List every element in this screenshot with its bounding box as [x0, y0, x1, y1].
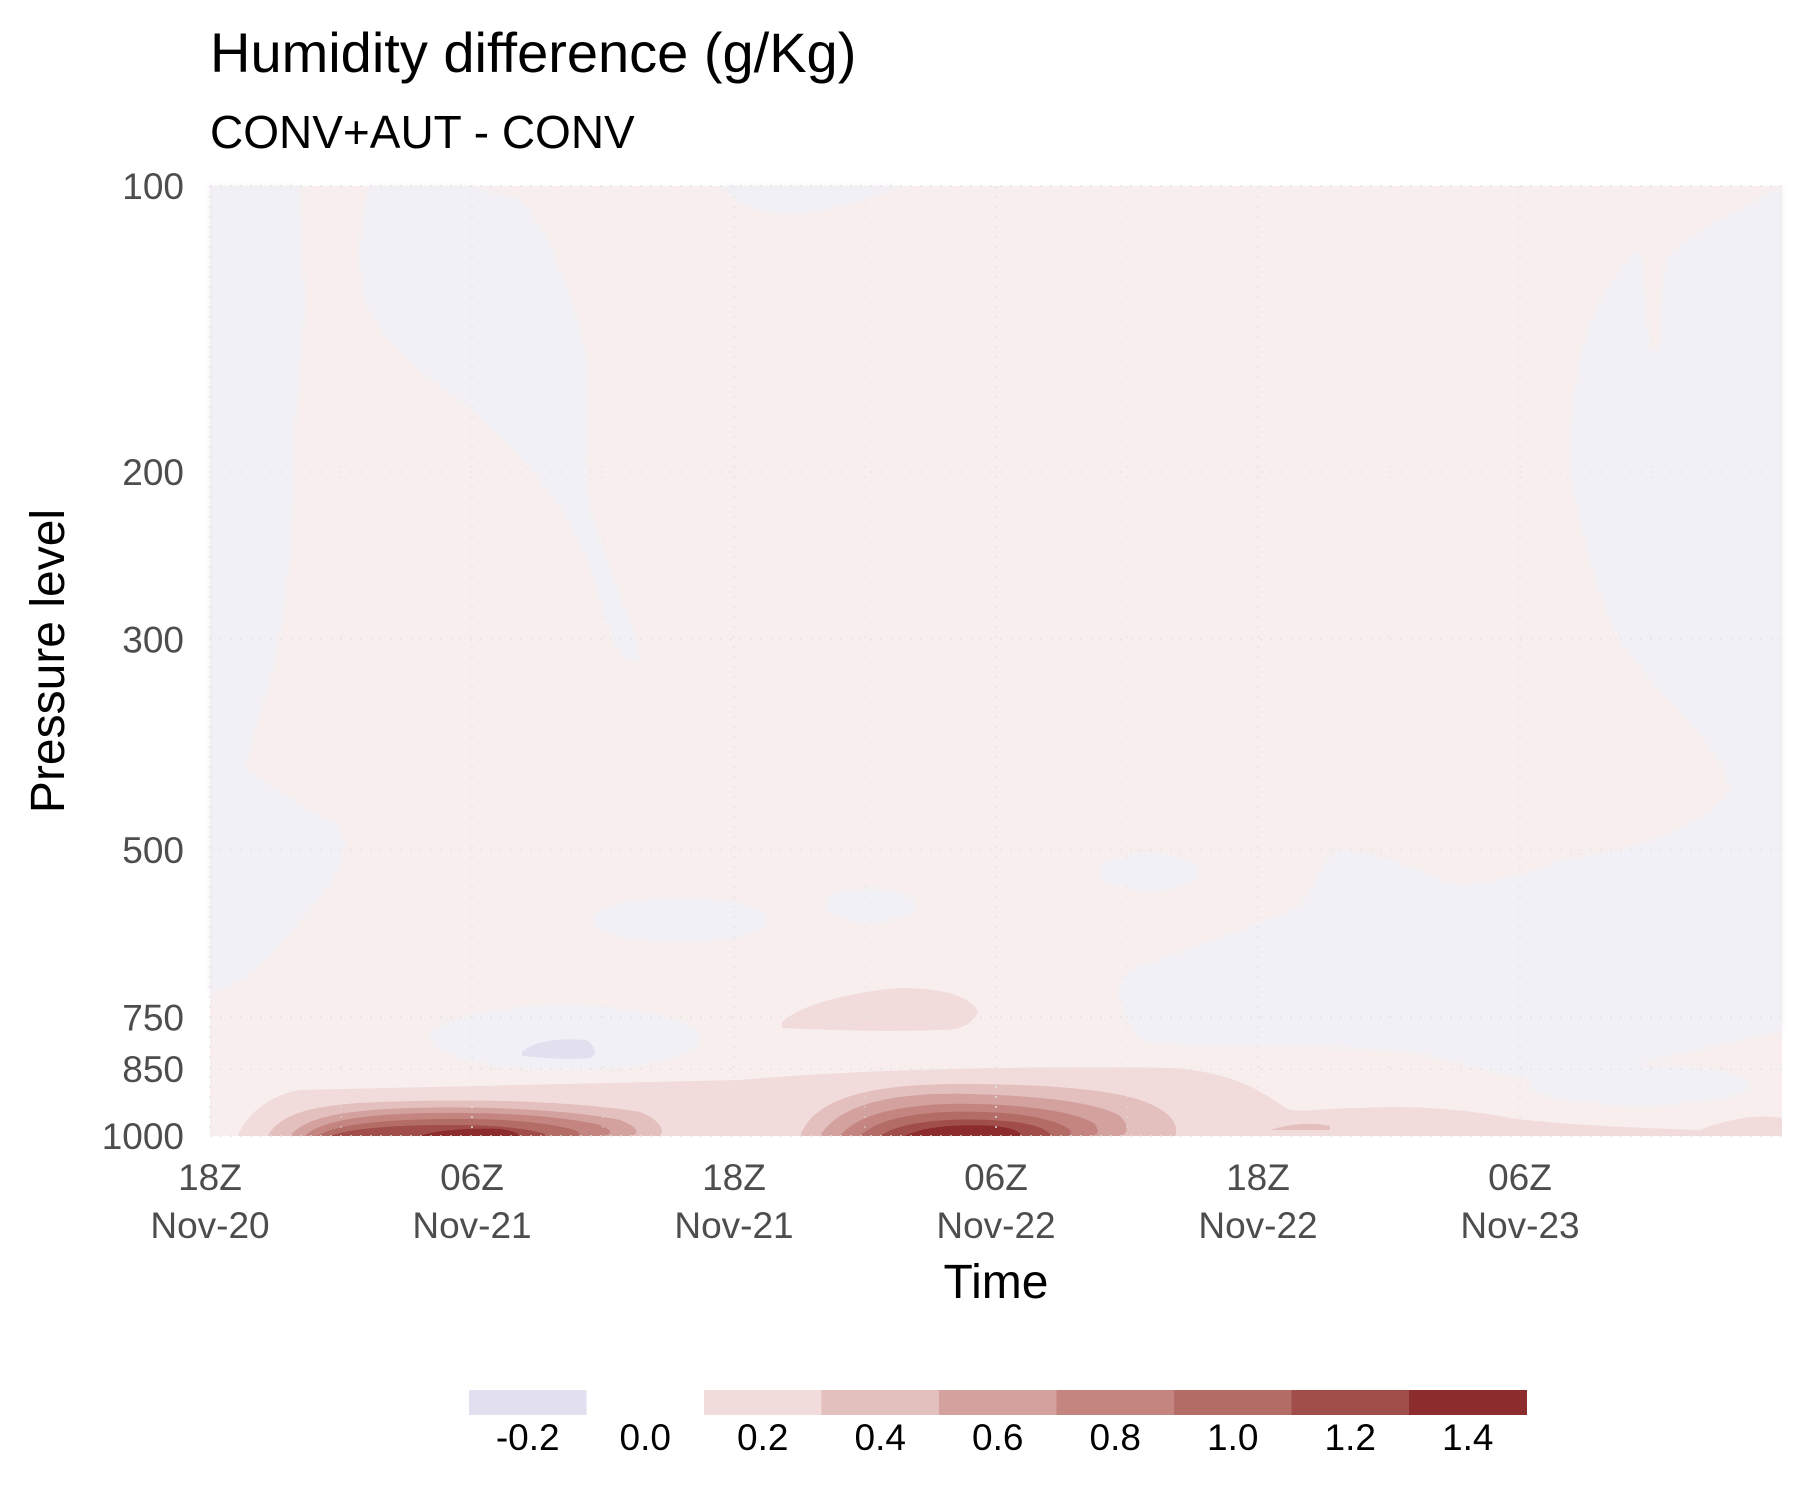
y-axis-label: Pressure level: [22, 509, 75, 813]
dry-region-low-level: [430, 1006, 700, 1070]
x-tick-label-date-0: Nov-20: [150, 1205, 269, 1246]
x-tick-label-time-0: 18Z: [178, 1157, 242, 1198]
negative-regions: [210, 186, 1782, 1105]
y-tick-label-3: 500: [122, 830, 184, 871]
dry-patch-0.2: [522, 1039, 595, 1059]
dry-region-top-center: [720, 186, 900, 214]
legend-swatch-5: [1056, 1390, 1175, 1415]
dry-region-near-500-b: [825, 888, 915, 922]
x-tick-label-date-1: Nov-21: [412, 1205, 531, 1246]
x-tick-label-time-2: 18Z: [702, 1157, 766, 1198]
dry-region-right: [1119, 186, 1782, 1080]
x-tick-label-time-4: 18Z: [1226, 1157, 1290, 1198]
legend-swatch-7: [1291, 1390, 1410, 1415]
dry-region-near-500-c: [1100, 854, 1200, 890]
legend-label-2: 0.2: [737, 1417, 788, 1458]
gridlines: [209, 185, 1782, 1137]
dry-region-upper-column: [359, 186, 640, 662]
x-tick-label-date-5: Nov-23: [1460, 1205, 1579, 1246]
x-tick-label-date-3: Nov-22: [936, 1205, 1055, 1246]
x-tick-label-date-4: Nov-22: [1198, 1205, 1317, 1246]
y-tick-label-5: 850: [122, 1049, 184, 1090]
dry-region-lower-right: [1530, 1065, 1750, 1105]
chart-title: Humidity difference (g/Kg): [210, 21, 856, 84]
legend-label-6: 1.0: [1207, 1417, 1258, 1458]
y-tick-label-1: 200: [122, 452, 184, 493]
moist-patch-mid-level: [782, 988, 978, 1031]
legend-swatch-3: [821, 1390, 940, 1415]
legend-swatch-6: [1174, 1390, 1292, 1415]
x-tick-label-time-1: 06Z: [440, 1157, 504, 1198]
legend-label-8: 1.4: [1442, 1417, 1493, 1458]
x-tick-label-date-2: Nov-21: [674, 1205, 793, 1246]
legend-label-7: 1.2: [1325, 1417, 1376, 1458]
legend-label-1: 0.0: [620, 1417, 671, 1458]
x-tick-label-time-3: 06Z: [964, 1157, 1028, 1198]
y-tick-label-6: 1000: [102, 1116, 184, 1157]
legend-label-3: 0.4: [855, 1417, 906, 1458]
chart-subtitle: CONV+AUT - CONV: [210, 106, 635, 158]
legend-label-0: -0.2: [496, 1417, 560, 1458]
y-axis-ticks: 100 200 300 500 750 850 1000: [102, 166, 184, 1157]
y-tick-label-2: 300: [122, 619, 184, 660]
contour-0.4-c: [1270, 1123, 1330, 1130]
legend-swatch-2: [704, 1390, 822, 1415]
y-tick-label-4: 750: [122, 997, 184, 1038]
legend-swatch-0: [469, 1390, 587, 1415]
contour-1.4-b: [905, 1125, 1021, 1136]
y-tick-label-0: 100: [122, 166, 184, 207]
dry-region-near-500-a: [592, 898, 768, 942]
legend-swatch-1: [586, 1390, 705, 1415]
legend-label-4: 0.6: [972, 1417, 1023, 1458]
x-axis-label: Time: [944, 1256, 1049, 1309]
low-level-anomaly: [238, 1067, 1782, 1136]
x-axis-ticks: 18Z Nov-20 06Z Nov-21 18Z Nov-21 06Z Nov-22 18Z N…: [150, 1157, 1579, 1246]
dry-region-lower-left: [210, 740, 345, 995]
legend: -0.2 0.0 0.2 0.4 0.6 0.8 1.0 1.2 1.4: [469, 1390, 1527, 1458]
plot-area: [209, 185, 1782, 1137]
dry-region-upper-left: [210, 186, 305, 860]
contour-1.4-a: [420, 1128, 519, 1136]
x-tick-label-time-5: 06Z: [1488, 1157, 1552, 1198]
legend-label-5: 0.8: [1090, 1417, 1141, 1458]
legend-swatch-4: [939, 1390, 1057, 1415]
legend-swatch-8: [1409, 1390, 1527, 1415]
